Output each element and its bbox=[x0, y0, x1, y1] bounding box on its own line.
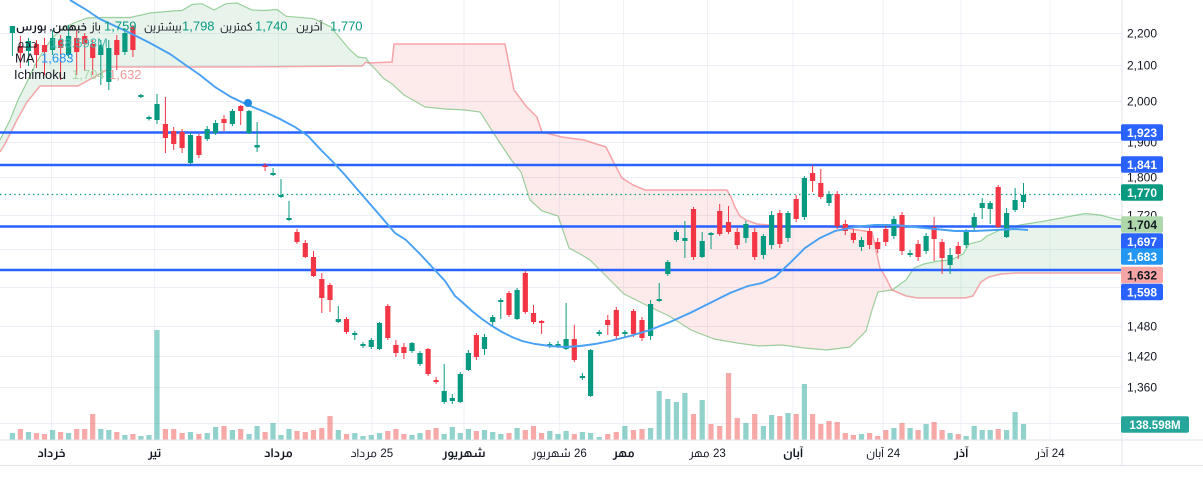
svg-text:1,704: 1,704 bbox=[1127, 218, 1157, 232]
svg-text:1,759: 1,759 bbox=[104, 19, 137, 34]
svg-text:1,683: 1,683 bbox=[41, 51, 74, 66]
svg-text:1,740: 1,740 bbox=[255, 19, 288, 34]
svg-text:1,420: 1,420 bbox=[1127, 350, 1157, 364]
svg-text:1,704: 1,704 bbox=[72, 67, 105, 82]
svg-text:24: 24 bbox=[887, 448, 900, 460]
svg-text:138.598M: 138.598M bbox=[50, 36, 108, 51]
svg-text:1,798: 1,798 bbox=[182, 19, 215, 34]
svg-text:24: 24 bbox=[1052, 448, 1065, 460]
svg-text:1,923: 1,923 bbox=[1127, 126, 1157, 140]
svg-text:1,683: 1,683 bbox=[1127, 250, 1157, 264]
svg-text:2,200: 2,200 bbox=[1127, 27, 1157, 41]
svg-text:1,360: 1,360 bbox=[1127, 381, 1157, 395]
svg-text:1,480: 1,480 bbox=[1127, 320, 1157, 334]
svg-text:2,000: 2,000 bbox=[1127, 95, 1157, 109]
svg-text:1,800: 1,800 bbox=[1127, 171, 1157, 185]
svg-text:26: 26 bbox=[574, 448, 587, 460]
svg-text:MA: MA bbox=[15, 51, 35, 66]
svg-text:Ichimoku: Ichimoku bbox=[14, 67, 66, 82]
svg-text:1,841: 1,841 bbox=[1127, 158, 1157, 172]
svg-text:2,100: 2,100 bbox=[1127, 59, 1157, 73]
svg-text:1,632: 1,632 bbox=[109, 67, 142, 82]
svg-text:1,770: 1,770 bbox=[330, 19, 363, 34]
svg-text:1,598: 1,598 bbox=[1127, 285, 1157, 299]
svg-text:23: 23 bbox=[713, 448, 726, 460]
svg-text:1,770: 1,770 bbox=[1127, 186, 1157, 200]
svg-text:1,697: 1,697 bbox=[1127, 235, 1157, 249]
svg-text:25: 25 bbox=[380, 448, 393, 460]
svg-text:1,632: 1,632 bbox=[1127, 268, 1157, 282]
svg-text:138.598M: 138.598M bbox=[1129, 420, 1180, 432]
